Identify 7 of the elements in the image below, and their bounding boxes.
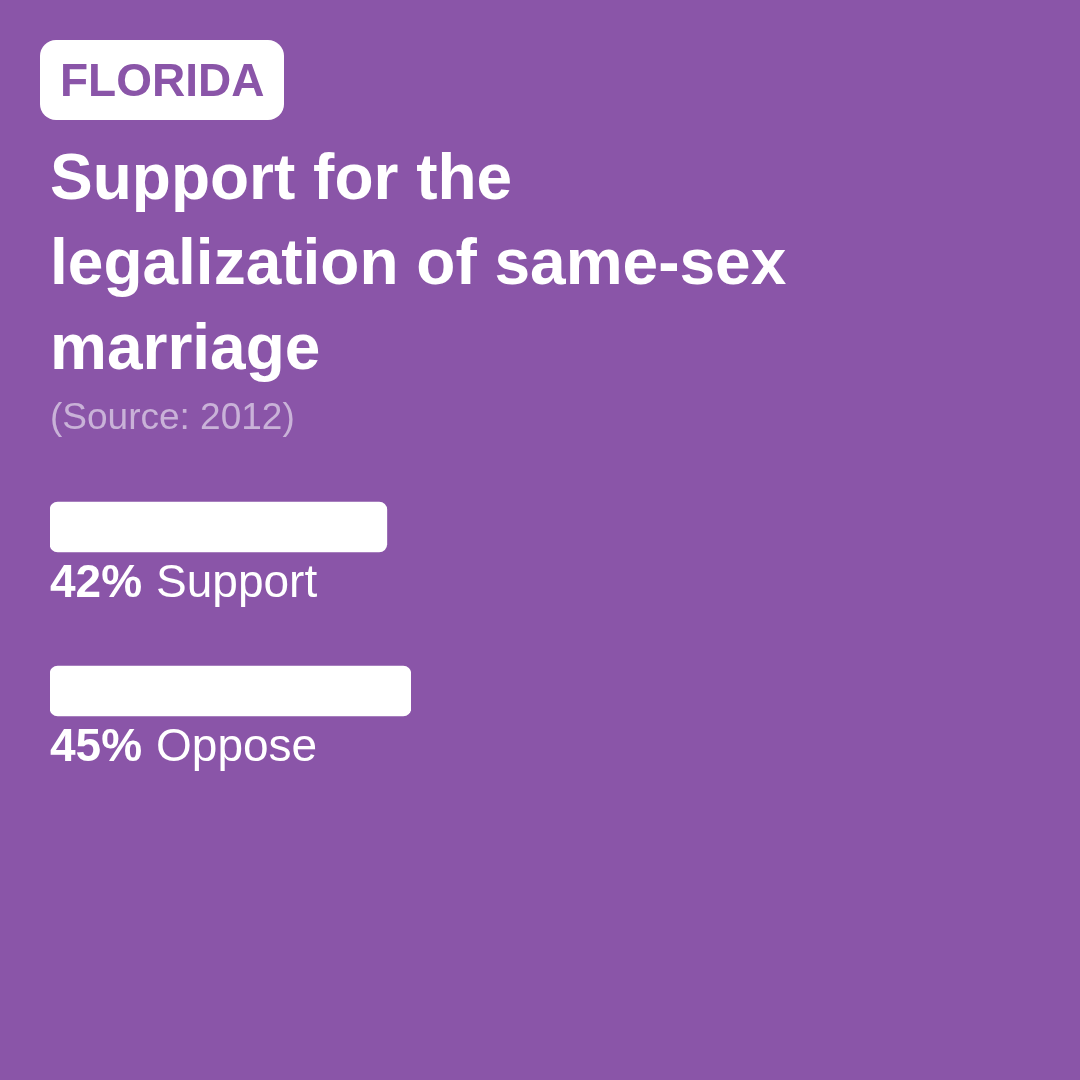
- text: (Source: 2012): [50, 395, 295, 439]
- y-tick-label: Oppose: [156, 719, 318, 771]
- chart-title: Support for the legalization of same-sex marriage: [50, 140, 788, 385]
- data-label: 45%: [50, 719, 143, 771]
- y-tick-label: Support: [156, 555, 318, 607]
- data-label: 42%: [50, 555, 143, 607]
- chart-subtitle: FLORIDA: [40, 40, 285, 120]
